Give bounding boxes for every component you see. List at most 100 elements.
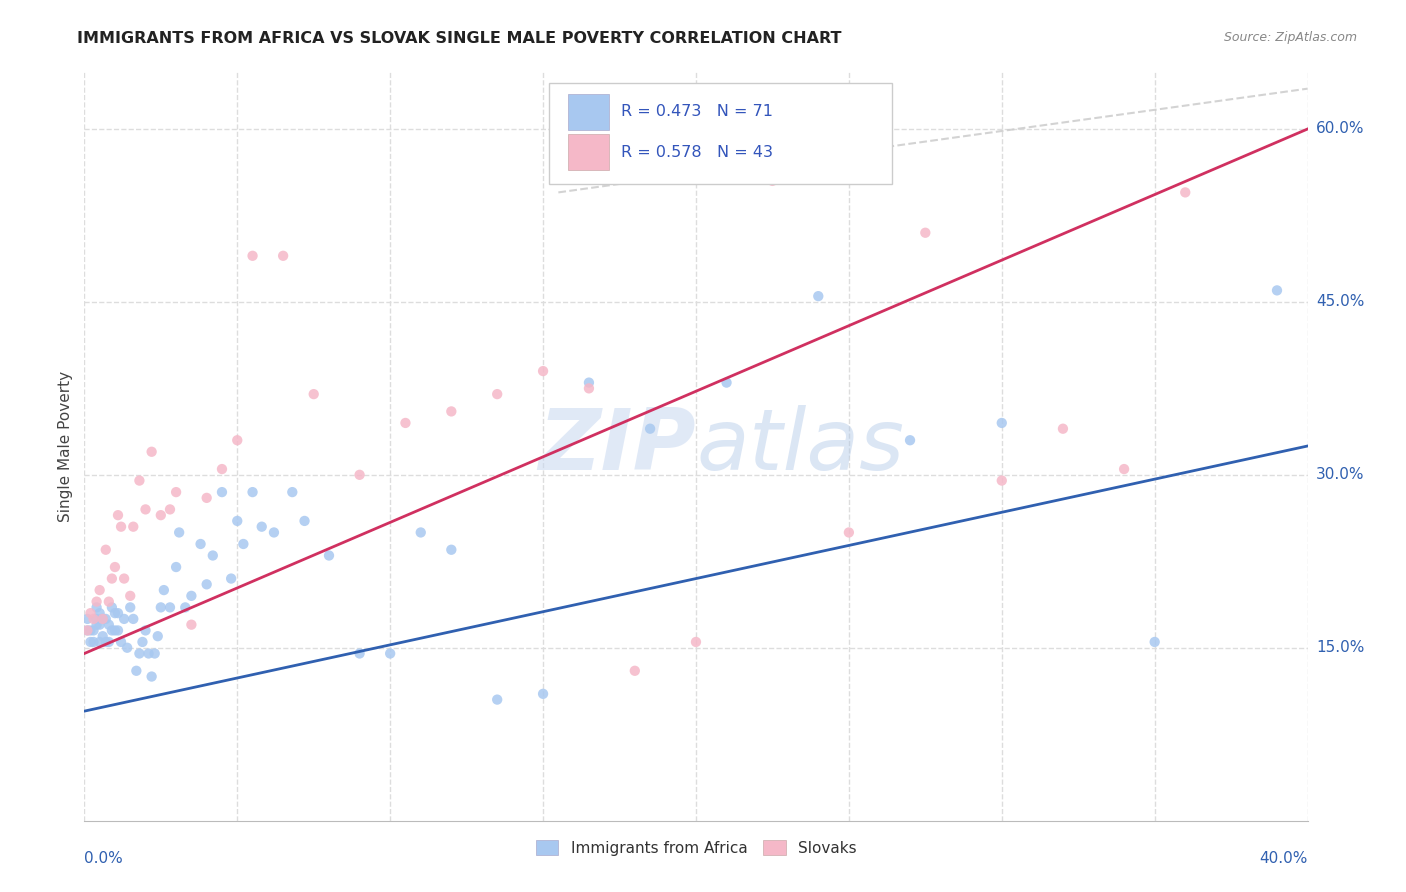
Point bbox=[242, 249, 264, 263]
Point bbox=[89, 617, 111, 632]
Point bbox=[120, 589, 142, 603]
Point bbox=[112, 612, 135, 626]
Point bbox=[135, 502, 157, 516]
Point bbox=[104, 606, 127, 620]
Point bbox=[76, 612, 98, 626]
Text: 0.0%: 0.0% bbox=[84, 851, 124, 866]
Point bbox=[226, 514, 249, 528]
Point bbox=[380, 647, 402, 661]
Point bbox=[97, 594, 120, 608]
Point bbox=[86, 612, 108, 626]
Point bbox=[219, 572, 242, 586]
Point bbox=[250, 519, 273, 533]
Point bbox=[914, 226, 936, 240]
Point bbox=[578, 381, 600, 395]
Point bbox=[128, 647, 150, 661]
Point bbox=[898, 434, 921, 448]
Point bbox=[125, 664, 148, 678]
FancyBboxPatch shape bbox=[568, 94, 609, 130]
Point bbox=[174, 600, 197, 615]
Point bbox=[141, 669, 163, 683]
FancyBboxPatch shape bbox=[568, 135, 609, 170]
Point bbox=[440, 542, 463, 557]
Point bbox=[149, 508, 172, 523]
Point bbox=[440, 404, 463, 418]
Point bbox=[1143, 635, 1166, 649]
Point bbox=[146, 629, 169, 643]
Text: ZIP: ZIP bbox=[538, 404, 696, 488]
Point bbox=[79, 606, 101, 620]
Point bbox=[91, 612, 114, 626]
Point bbox=[94, 542, 117, 557]
Legend: Immigrants from Africa, Slovaks: Immigrants from Africa, Slovaks bbox=[530, 833, 862, 862]
Point bbox=[486, 692, 509, 706]
Point bbox=[86, 600, 108, 615]
Point bbox=[89, 606, 111, 620]
Point bbox=[716, 376, 738, 390]
Point bbox=[97, 635, 120, 649]
Point bbox=[86, 594, 108, 608]
Text: 30.0%: 30.0% bbox=[1316, 467, 1364, 483]
Point bbox=[131, 635, 153, 649]
Point bbox=[79, 635, 101, 649]
Point bbox=[271, 249, 294, 263]
Point bbox=[83, 612, 105, 626]
Point bbox=[486, 387, 509, 401]
Point bbox=[991, 416, 1014, 430]
Point bbox=[101, 600, 124, 615]
Point bbox=[89, 583, 111, 598]
Point bbox=[165, 485, 187, 500]
Point bbox=[263, 525, 285, 540]
Text: 60.0%: 60.0% bbox=[1316, 121, 1364, 136]
Point bbox=[281, 485, 304, 500]
Point bbox=[135, 624, 157, 638]
FancyBboxPatch shape bbox=[550, 83, 891, 184]
Point bbox=[991, 474, 1014, 488]
Point bbox=[83, 635, 105, 649]
Point bbox=[409, 525, 432, 540]
Point bbox=[394, 416, 416, 430]
Text: 15.0%: 15.0% bbox=[1316, 640, 1364, 656]
Point bbox=[122, 519, 145, 533]
Point bbox=[226, 434, 249, 448]
Point bbox=[143, 647, 166, 661]
Point bbox=[294, 514, 316, 528]
Point bbox=[149, 600, 172, 615]
Point bbox=[120, 600, 142, 615]
Point bbox=[94, 635, 117, 649]
Point bbox=[190, 537, 212, 551]
Point bbox=[838, 525, 860, 540]
Point bbox=[211, 485, 233, 500]
Point bbox=[624, 664, 647, 678]
Point bbox=[101, 624, 124, 638]
Point bbox=[104, 560, 127, 574]
Point bbox=[76, 624, 98, 638]
Point bbox=[167, 525, 190, 540]
Point bbox=[180, 617, 202, 632]
Point bbox=[1265, 284, 1288, 298]
Point bbox=[76, 624, 98, 638]
Point bbox=[94, 612, 117, 626]
Point bbox=[128, 474, 150, 488]
Text: Source: ZipAtlas.com: Source: ZipAtlas.com bbox=[1223, 31, 1357, 45]
Point bbox=[107, 624, 129, 638]
Point bbox=[242, 485, 264, 500]
Point bbox=[165, 560, 187, 574]
Point bbox=[180, 589, 202, 603]
Point bbox=[107, 508, 129, 523]
Point bbox=[685, 635, 707, 649]
Point bbox=[232, 537, 254, 551]
Point bbox=[1052, 422, 1074, 436]
Point bbox=[349, 467, 371, 482]
Point bbox=[159, 600, 181, 615]
Point bbox=[91, 612, 114, 626]
Point bbox=[195, 577, 218, 591]
Text: IMMIGRANTS FROM AFRICA VS SLOVAK SINGLE MALE POVERTY CORRELATION CHART: IMMIGRANTS FROM AFRICA VS SLOVAK SINGLE … bbox=[77, 31, 842, 46]
Point bbox=[104, 624, 127, 638]
Point bbox=[1114, 462, 1136, 476]
Point bbox=[761, 174, 783, 188]
Point bbox=[201, 549, 224, 563]
Point bbox=[91, 629, 114, 643]
Point bbox=[578, 376, 600, 390]
Point bbox=[110, 519, 132, 533]
